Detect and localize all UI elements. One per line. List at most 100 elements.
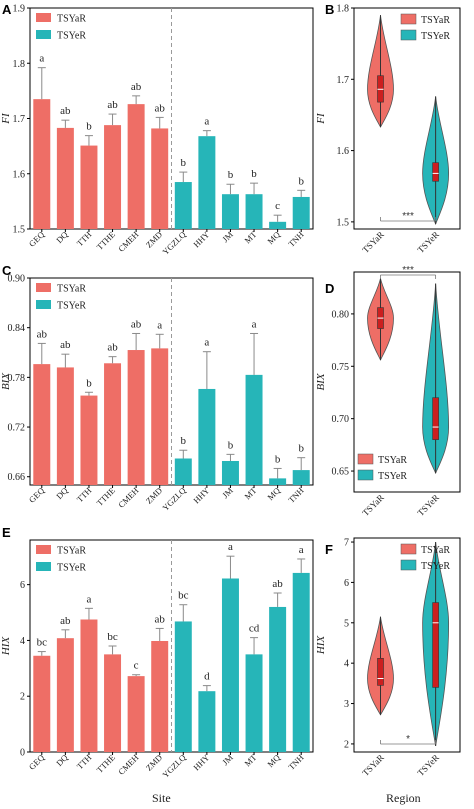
figure-xlabel-region: Region: [386, 791, 421, 805]
panel-b-legend-label-1: TSYeR: [421, 31, 450, 42]
panel-f-ytick-label-5: 7: [344, 538, 349, 549]
panel-e-bar-mq: [269, 606, 287, 752]
panel-b-ylabel: FI: [315, 112, 327, 125]
panel-e-legend-swatch-0: [36, 545, 51, 554]
panel-e-letter-geq: bc: [37, 637, 48, 649]
panel-d-legend-swatch-1: [357, 469, 374, 481]
panel-c-letter-tnh: b: [298, 443, 304, 455]
panel-c-xtick-label-tnh: TNH: [286, 485, 305, 504]
panel-c-letter-hhy: a: [204, 337, 209, 349]
panel-a-ylabel: FI: [0, 112, 12, 125]
panel-a-letter-geq: a: [39, 53, 44, 65]
panel-e-xtick-label-tth: TTH: [75, 752, 94, 771]
panel-e-letter-jm: a: [228, 541, 233, 553]
panel-f-ytick-label-1: 3: [344, 699, 349, 710]
panel-b-frame: [353, 7, 461, 230]
panel-letter-a: A: [2, 2, 12, 17]
panel-d-legend-swatch-0: [357, 453, 374, 465]
panel-c-letter-jm: b: [228, 439, 234, 451]
panel-e-xtick-label-dq: DQ: [54, 752, 70, 768]
panel-f-ytick-label-4: 6: [344, 578, 349, 589]
panel-c-ytick-label-0: 0.66: [8, 472, 26, 483]
figure-xlabel-site: Site: [152, 791, 171, 805]
panel-d-ytick-label-0: 0.65: [332, 467, 350, 478]
panel-c-legend-swatch-0: [36, 283, 51, 292]
panel-letter-b: B: [325, 2, 334, 17]
panel-e-legend-label-0: TSYaR: [57, 546, 86, 557]
panel-e-letter-cmeh: c: [134, 660, 139, 672]
panel-e-xtick-label-tthe: TTHE: [95, 752, 117, 774]
panel-e-xtick-label-hhy: HHY: [191, 752, 211, 772]
panel-d-ytick-label-3: 0.80: [332, 309, 350, 320]
panel-a-bar-zmd: [151, 128, 169, 229]
panel-e-bar-hhy: [198, 691, 216, 752]
panel-e-bar-mt: [245, 654, 263, 752]
panel-b-ytick-label-3: 1.8: [337, 4, 350, 15]
panel-c-bar-geq: [33, 364, 51, 485]
panel-c-ytick-label-2: 0.78: [8, 373, 26, 384]
panel-b-ytick-label-2: 1.7: [337, 75, 350, 86]
panel-c-legend-label-1: TSYeR: [57, 301, 86, 312]
panel-c-ytick-label-4: 0.90: [8, 274, 26, 285]
panel-e-ytick-label-1: 2: [20, 692, 25, 703]
panel-e-bar-zmd: [151, 640, 169, 752]
panel-e-letter-zmd: ab: [155, 613, 166, 625]
panel-c-legend-label-0: TSYaR: [57, 284, 86, 295]
panel-a-ytick-label-0: 1.5: [13, 225, 26, 236]
panel-c-ytick-label-1: 0.72: [8, 423, 26, 434]
panel-e-bar-cmeh: [127, 676, 145, 752]
panel-e-letter-ygzlq: bc: [178, 590, 189, 602]
panel-c-letter-tthe: ab: [107, 342, 118, 354]
panel-a-xtick-label-tnh: TNH: [286, 229, 305, 248]
panel-a-letter-zmd: ab: [155, 102, 166, 114]
panel-e-xtick-label-geq: GEQ: [27, 752, 46, 771]
panel-letter-e: E: [2, 525, 11, 540]
panel-c-bar-tnh: [292, 470, 310, 485]
panel-e-letter-tthe: bc: [107, 631, 118, 643]
panel-a-letter-mt: b: [251, 168, 257, 180]
panel-c-letter-mq: b: [275, 453, 281, 465]
panel-c-xtick-label-hhy: HHY: [191, 485, 211, 505]
panel-a-legend-label-1: TSYeR: [57, 31, 86, 42]
panel-a-ytick-label-3: 1.8: [13, 59, 26, 70]
panel-f-legend-swatch-1: [400, 559, 417, 571]
panel-a-ytick-label-1: 1.6: [13, 169, 26, 180]
panel-c-legend-swatch-1: [36, 300, 51, 309]
panel-c-bar-jm: [221, 460, 239, 485]
panel-c-bar-mt: [245, 374, 263, 485]
panel-c-bar-mq: [269, 478, 287, 485]
panel-f-legend-label-0: TSYaR: [421, 545, 450, 556]
panel-e-xtick-label-tnh: TNH: [286, 752, 305, 771]
panel-c-bar-tth: [80, 395, 98, 485]
panel-a-letter-tth: b: [86, 121, 92, 133]
panel-f-ytick-label-2: 4: [344, 659, 349, 670]
panel-e-xtick-label-mq: MQ: [265, 752, 282, 769]
panel-b-legend-label-0: TSYaR: [421, 15, 450, 26]
panel-e-bar-jm: [221, 578, 239, 752]
panel-d-ytick-label-1: 0.70: [332, 414, 350, 425]
panel-e-legend-label-1: TSYeR: [57, 563, 86, 574]
panel-e-letter-dq: ab: [60, 615, 71, 627]
panel-a-ytick-label-4: 1.9: [13, 4, 26, 15]
panel-d-legend-label-0: TSYaR: [378, 455, 407, 466]
panel-b-legend-swatch-1: [400, 29, 417, 41]
panel-c-bar-hhy: [198, 388, 216, 485]
panel-e-letter-mq: ab: [272, 578, 283, 590]
panel-a-xtick-label-dq: DQ: [54, 229, 70, 245]
panel-e-xtick-label-ygzlq: YGZLQ: [160, 752, 187, 779]
panel-e-ylabel: HIX: [0, 636, 12, 657]
panel-c-xtick-label-ygzlq: YGZLQ: [160, 485, 187, 512]
panel-f-box-tsyar: [377, 658, 384, 686]
panel-e-xtick-label-zmd: ZMD: [144, 752, 164, 772]
panel-a-xtick-label-cmeh: CMEH: [116, 229, 140, 253]
panel-c-xtick-label-mt: MT: [242, 485, 259, 502]
panel-f-box-tsyer: [432, 602, 439, 688]
panel-letter-d: D: [325, 281, 334, 296]
panel-c-bar-dq: [56, 367, 74, 485]
panel-d-box-tsyer: [432, 397, 439, 440]
panel-d-frame: [353, 271, 461, 493]
panel-a-bar-mt: [245, 194, 263, 229]
panel-a-xtick-label-ygzlq: YGZLQ: [160, 229, 187, 256]
panel-b-xtick-label-tsyer: TSYeR: [416, 229, 442, 255]
